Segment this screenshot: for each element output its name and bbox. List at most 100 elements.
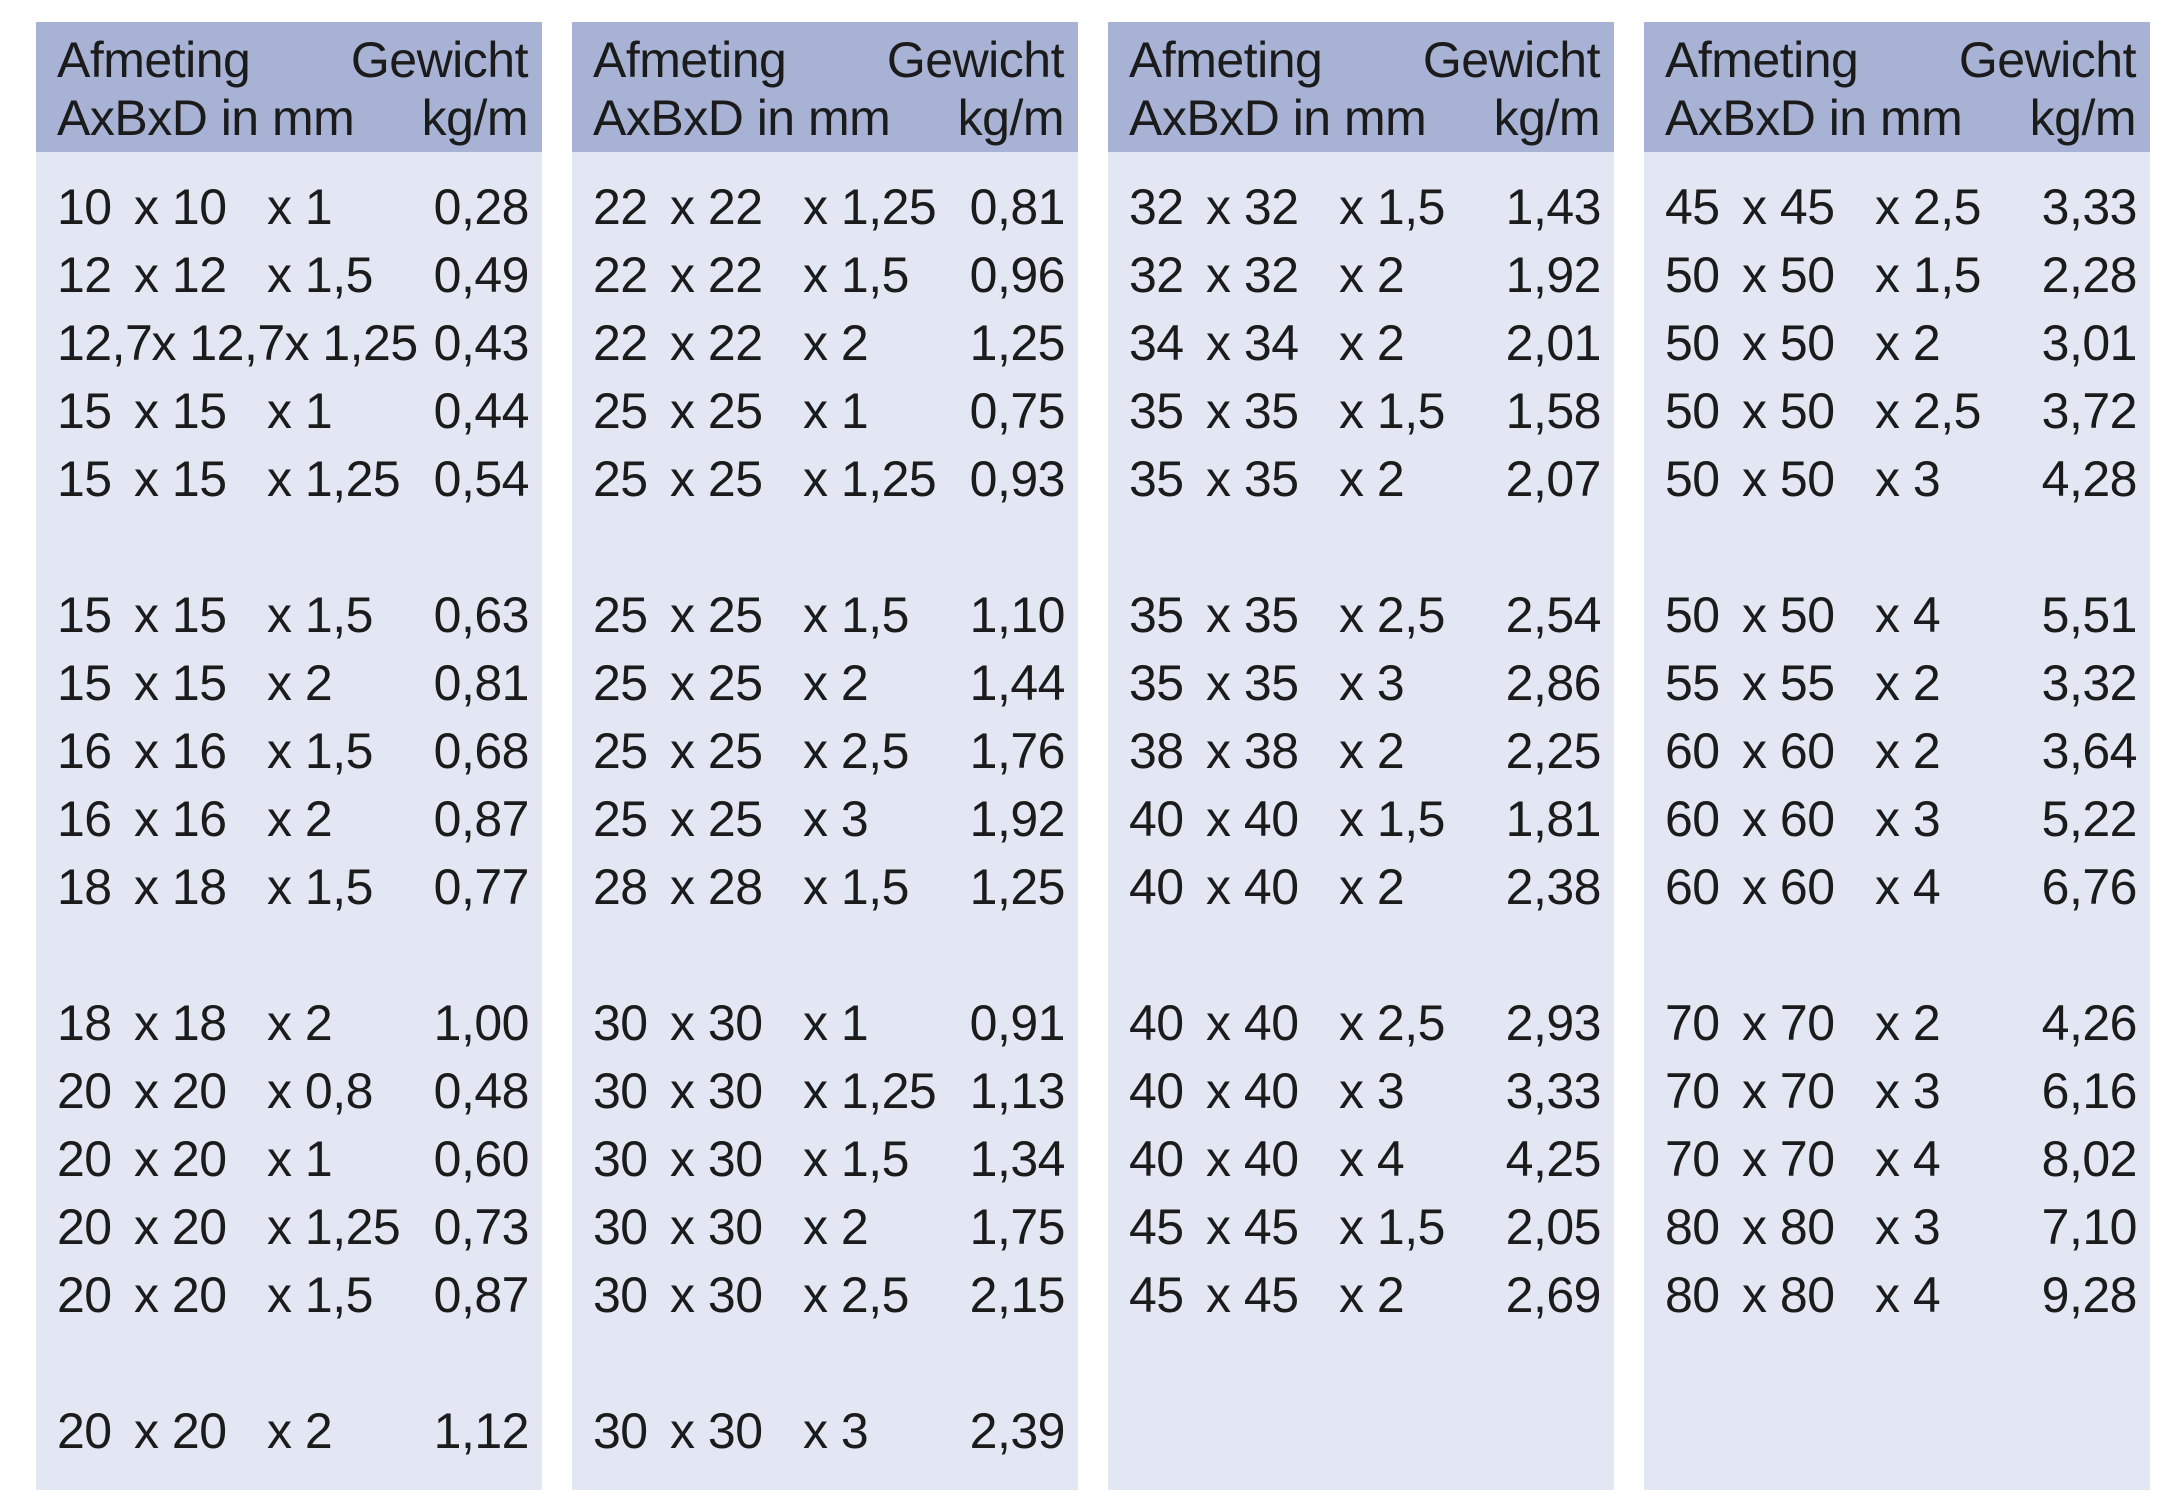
weight-cell: 2,69 (1505, 1267, 1602, 1323)
table-row: 30 x 30 x 2 1,75 (572, 1193, 1078, 1261)
dim-a-cell: 16 (57, 723, 112, 779)
weight-cell: 0,63 (433, 587, 530, 643)
dim-a-cell: 40 (1129, 995, 1184, 1051)
weight-cell: 0,87 (433, 1267, 530, 1323)
table-row: 70 x 70 x 3 6,16 (1644, 1057, 2150, 1125)
weight-cell: 8,02 (2041, 1131, 2138, 1187)
table-body: 45 x 45 x 2,5 3,33 50 x 50 x 1,5 2,28 50… (1644, 152, 2150, 1490)
dim-d-cell: x 3 (1875, 1063, 1941, 1119)
dim-b-cell: x 20 (134, 1131, 227, 1187)
table-row: 40 x 40 x 2 2,38 (1108, 853, 1614, 921)
dim-b-cell: x 70 (1742, 995, 1835, 1051)
dim-a-cell: 60 (1665, 723, 1720, 779)
dim-a-cell: 40 (1129, 791, 1184, 847)
header-line-1: Afmeting Gewicht (1129, 31, 1601, 89)
weight-cell: 0,93 (969, 451, 1066, 507)
weight-cell: 0,81 (969, 179, 1066, 235)
dim-a-cell: 20 (57, 1403, 112, 1459)
dim-b-cell: x 40 (1206, 1063, 1299, 1119)
dim-b-cell: x 12 (134, 247, 227, 303)
weight-cell: 1,58 (1505, 383, 1602, 439)
dim-a-cell: 34 (1129, 315, 1184, 371)
dim-b-cell: x 50 (1742, 587, 1835, 643)
table-row: 12 x 12 x 1,5 0,49 (36, 241, 542, 309)
table-row: 25 x 25 x 2 1,44 (572, 649, 1078, 717)
dim-b-cell: x 34 (1206, 315, 1299, 371)
dim-d-cell: x 2 (803, 1199, 869, 1255)
table-row: 25 x 25 x 3 1,92 (572, 785, 1078, 853)
weight-cell: 0,81 (433, 655, 530, 711)
dim-d-cell: x 2,5 (803, 1267, 909, 1323)
dim-d-cell: x 3 (803, 1403, 869, 1459)
dim-d-cell: x 2 (1875, 655, 1941, 711)
group-spacer (572, 1329, 1078, 1397)
dim-d-cell: x 2 (1875, 315, 1941, 371)
header-line-2: AxBxD in mm kg/m (1129, 89, 1601, 147)
weight-cell: 0,54 (433, 451, 530, 507)
group-spacer (572, 921, 1078, 989)
weight-cell: 0,73 (433, 1199, 530, 1255)
table-body: 22 x 22 x 1,25 0,81 22 x 22 x 1,5 0,96 2… (572, 152, 1078, 1490)
dim-a-cell: 35 (1129, 655, 1184, 711)
dim-b-cell: x 30 (670, 1267, 763, 1323)
table-header: Afmeting Gewicht AxBxD in mm kg/m (1644, 22, 2150, 152)
dim-b-cell: x 18 (134, 859, 227, 915)
dim-d-cell: x 2 (1339, 451, 1405, 507)
dim-b-cell: x 25 (670, 655, 763, 711)
header-dimension-label: Afmeting (593, 32, 787, 88)
table-row: 20 x 20 x 0,8 0,48 (36, 1057, 542, 1125)
dim-d-cell: x 3 (1339, 1063, 1405, 1119)
group-spacer (572, 513, 1078, 581)
dim-a-cell: 18 (57, 995, 112, 1051)
dim-a-cell: 20 (57, 1063, 112, 1119)
dim-b-cell: x 30 (670, 1063, 763, 1119)
dim-a-cell: 25 (593, 791, 648, 847)
dim-d-cell: x 2 (267, 791, 333, 847)
table-row: 25 x 25 x 1,25 0,93 (572, 445, 1078, 513)
table-row: 60 x 60 x 2 3,64 (1644, 717, 2150, 785)
dim-b-cell: x 32 (1206, 179, 1299, 235)
header-weight-label: Gewicht (1958, 32, 2137, 88)
weight-cell: 1,81 (1505, 791, 1602, 847)
table-row: 12,7 x 12,7 x 1,25 0,43 (36, 309, 542, 377)
weight-cell: 7,10 (2041, 1199, 2138, 1255)
table-row: 50 x 50 x 2 3,01 (1644, 309, 2150, 377)
dim-b-cell: x 22 (670, 315, 763, 371)
weight-cell: 3,72 (2041, 383, 2138, 439)
weight-cell: 2,38 (1505, 859, 1602, 915)
weight-cell: 1,76 (969, 723, 1066, 779)
dim-a-cell: 22 (593, 247, 648, 303)
header-dimension-unit: AxBxD in mm (57, 90, 355, 146)
dim-b-cell: x 70 (1742, 1131, 1835, 1187)
dim-b-cell: x 30 (670, 1131, 763, 1187)
dim-a-cell: 25 (593, 723, 648, 779)
table-row: 40 x 40 x 1,5 1,81 (1108, 785, 1614, 853)
dim-d-cell: x 1,5 (267, 587, 373, 643)
table-row: 30 x 30 x 1 0,91 (572, 989, 1078, 1057)
dim-d-cell: x 1 (803, 995, 869, 1051)
dim-d-cell: x 0,8 (267, 1063, 373, 1119)
dim-b-cell: x 40 (1206, 1131, 1299, 1187)
dim-b-cell: x 16 (134, 791, 227, 847)
header-weight-unit: kg/m (1493, 90, 1601, 146)
dim-b-cell: x 30 (670, 995, 763, 1051)
weight-cell: 1,43 (1505, 179, 1602, 235)
weight-cell: 5,22 (2041, 791, 2138, 847)
dim-b-cell: x 80 (1742, 1199, 1835, 1255)
dim-a-cell: 30 (593, 995, 648, 1051)
spec-table-panel-1: Afmeting Gewicht AxBxD in mm kg/m 10 x 1… (36, 22, 542, 1490)
table-row: 28 x 28 x 1,5 1,25 (572, 853, 1078, 921)
table-row: 35 x 35 x 1,5 1,58 (1108, 377, 1614, 445)
dim-b-cell: x 30 (670, 1199, 763, 1255)
dim-a-cell: 30 (593, 1403, 648, 1459)
table-row: 22 x 22 x 2 1,25 (572, 309, 1078, 377)
dim-d-cell: x 4 (1875, 1267, 1941, 1323)
dim-d-cell: x 1,5 (1339, 383, 1445, 439)
dim-a-cell: 70 (1665, 1131, 1720, 1187)
dim-a-cell: 15 (57, 655, 112, 711)
table-body: 32 x 32 x 1,5 1,43 32 x 32 x 2 1,92 34 x… (1108, 152, 1614, 1490)
table-row: 50 x 50 x 2,5 3,72 (1644, 377, 2150, 445)
table-row: 16 x 16 x 1,5 0,68 (36, 717, 542, 785)
dim-a-cell: 45 (1129, 1267, 1184, 1323)
weight-cell: 1,25 (969, 315, 1066, 371)
